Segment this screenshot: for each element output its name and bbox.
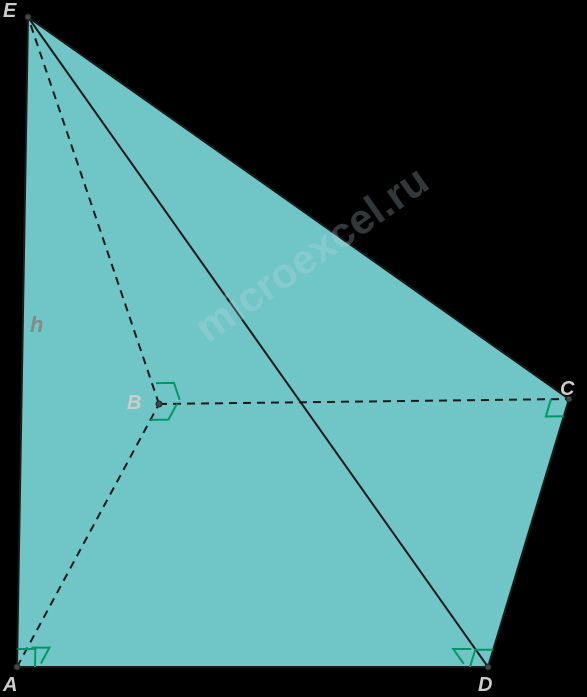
label-C: C <box>560 378 574 401</box>
vertex-D <box>485 664 491 670</box>
label-E: E <box>3 0 16 23</box>
geometry-diagram <box>0 0 587 694</box>
vertex-E <box>25 14 31 20</box>
height-label: h <box>30 312 43 338</box>
vertex-A <box>14 664 20 670</box>
vertex-B <box>156 401 162 407</box>
label-B: B <box>127 392 141 415</box>
pyramid-face-fill <box>17 17 569 667</box>
